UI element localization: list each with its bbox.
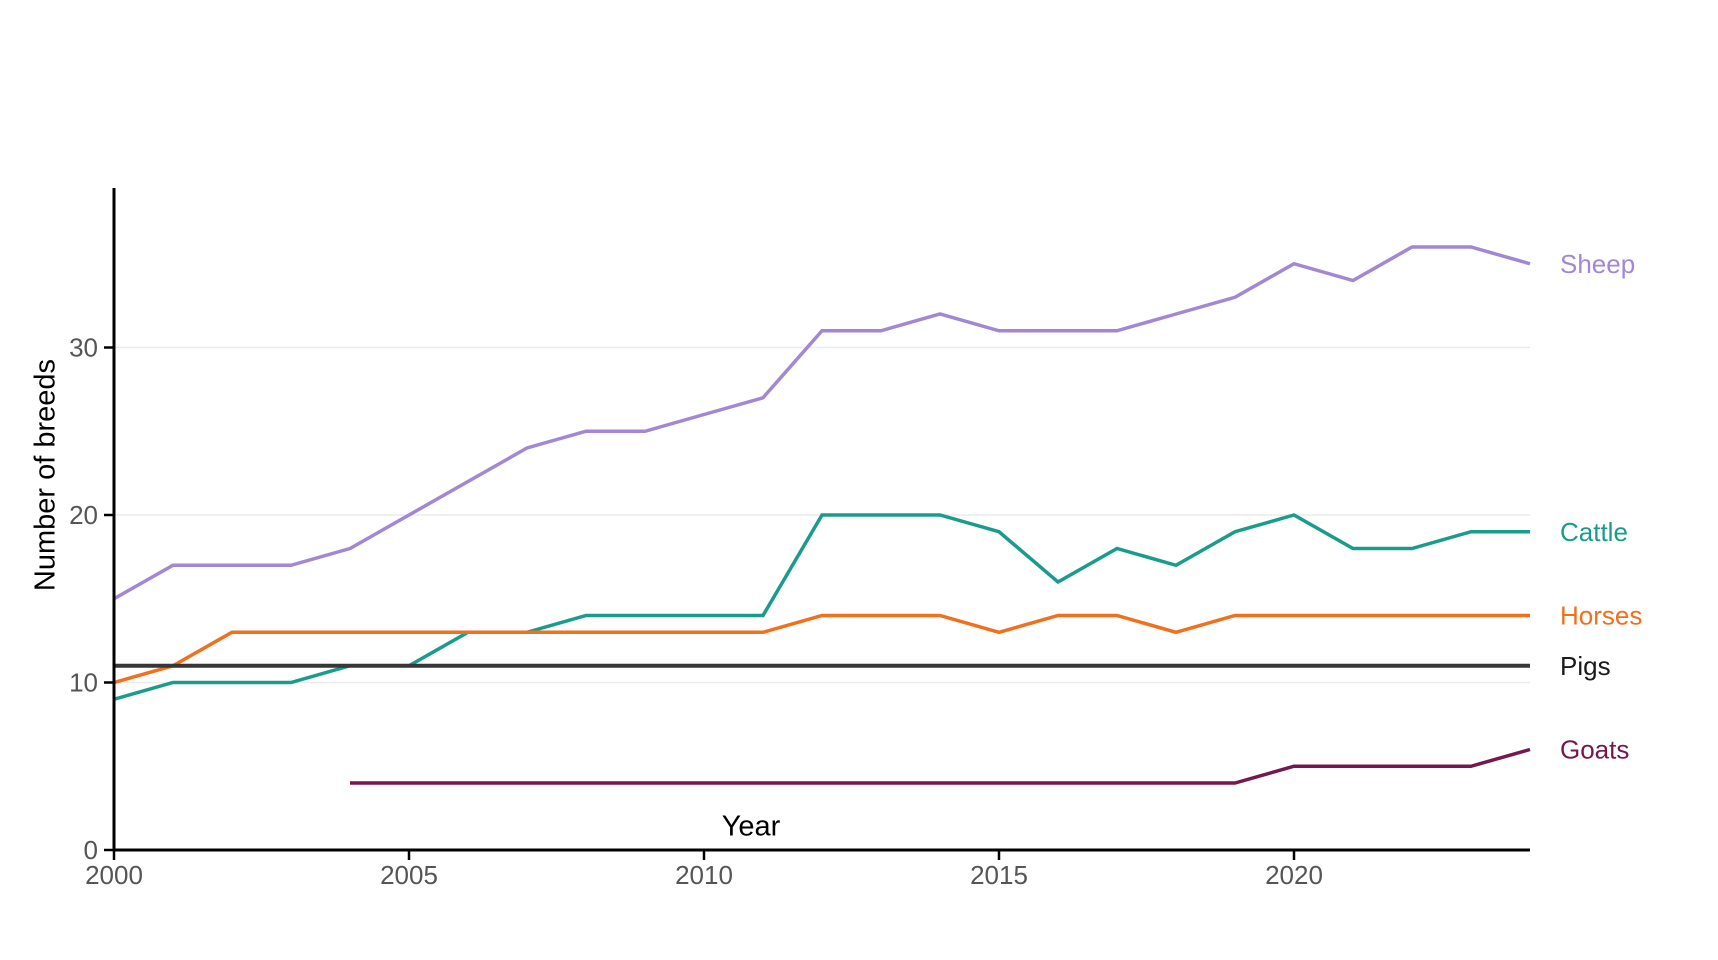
y-tick-label-10: 10 — [69, 668, 98, 698]
x-tick-label-2015: 2015 — [970, 860, 1028, 890]
y-tick-label-20: 20 — [69, 500, 98, 530]
y-tick-label-30: 30 — [69, 333, 98, 363]
series-line-cattle — [113, 513, 1530, 701]
series-label-goats: Goats — [1560, 735, 1629, 765]
series-line-horses — [113, 613, 1530, 685]
series-line-goats — [350, 747, 1531, 785]
series-label-pigs: Pigs — [1560, 651, 1611, 681]
series-line-sheep — [113, 245, 1531, 601]
x-tick-label-2005: 2005 — [380, 860, 438, 890]
x-tick-label-2010: 2010 — [675, 860, 733, 890]
x-axis-title: Year — [721, 810, 781, 843]
series-label-cattle: Cattle — [1560, 517, 1628, 547]
x-tick-label-2000: 2000 — [85, 860, 143, 890]
x-tick-label-2020: 2020 — [1265, 860, 1323, 890]
series-label-sheep: Sheep — [1560, 249, 1635, 279]
series-label-horses: Horses — [1560, 601, 1642, 631]
y-tick-label-0: 0 — [84, 835, 98, 865]
y-axis-title: Number of breeds — [29, 358, 62, 592]
